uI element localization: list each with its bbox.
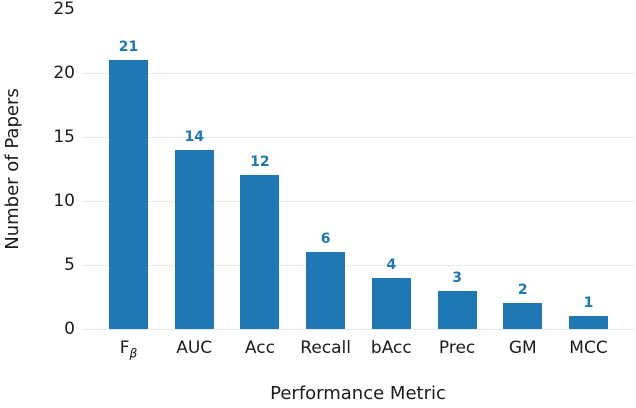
bar-value-label: 6 [320, 231, 331, 248]
y-tick-label: 20 [53, 63, 75, 83]
x-tick-label: GM [508, 338, 537, 358]
x-tick-label: bAcc [370, 338, 412, 358]
y-tick-label: 5 [64, 255, 75, 275]
x-tick-label: Acc [244, 338, 275, 358]
bar-MCC [569, 316, 608, 329]
bar-value-label: 3 [452, 269, 462, 286]
gridline [83, 328, 634, 330]
gridline [83, 200, 634, 202]
x-tick-label: Prec [438, 338, 476, 358]
gridline [83, 136, 634, 138]
bar-Recall [306, 252, 346, 329]
y-tick-label: 10 [53, 191, 75, 211]
bar-GM [503, 303, 543, 329]
x-tick-label: AUC [176, 338, 213, 358]
bar-value-label: 1 [583, 295, 594, 312]
bar-value-label: 14 [184, 128, 204, 145]
y-tick-label: 25 [53, 0, 75, 19]
bar-bAcc [371, 277, 411, 329]
gridline [83, 264, 634, 266]
x-tick-label: Fβ [119, 338, 138, 361]
gridline [83, 72, 634, 74]
bar-Acc [240, 175, 280, 329]
x-tick-label: Recall [300, 338, 351, 358]
bar-AUC [174, 149, 214, 329]
bar-value-label: 4 [386, 256, 397, 273]
bar-Prec [437, 290, 477, 329]
x-tick-label: MCC [569, 338, 608, 358]
bar-value-label: 21 [118, 39, 139, 56]
x-axis-title: Performance Metric [270, 383, 446, 404]
y-tick-label: 0 [64, 319, 75, 339]
y-tick-label: 15 [53, 127, 75, 147]
bar-value-label: 2 [517, 282, 528, 299]
bar-value-label: 12 [250, 154, 270, 171]
bar-Fβ [109, 60, 148, 329]
